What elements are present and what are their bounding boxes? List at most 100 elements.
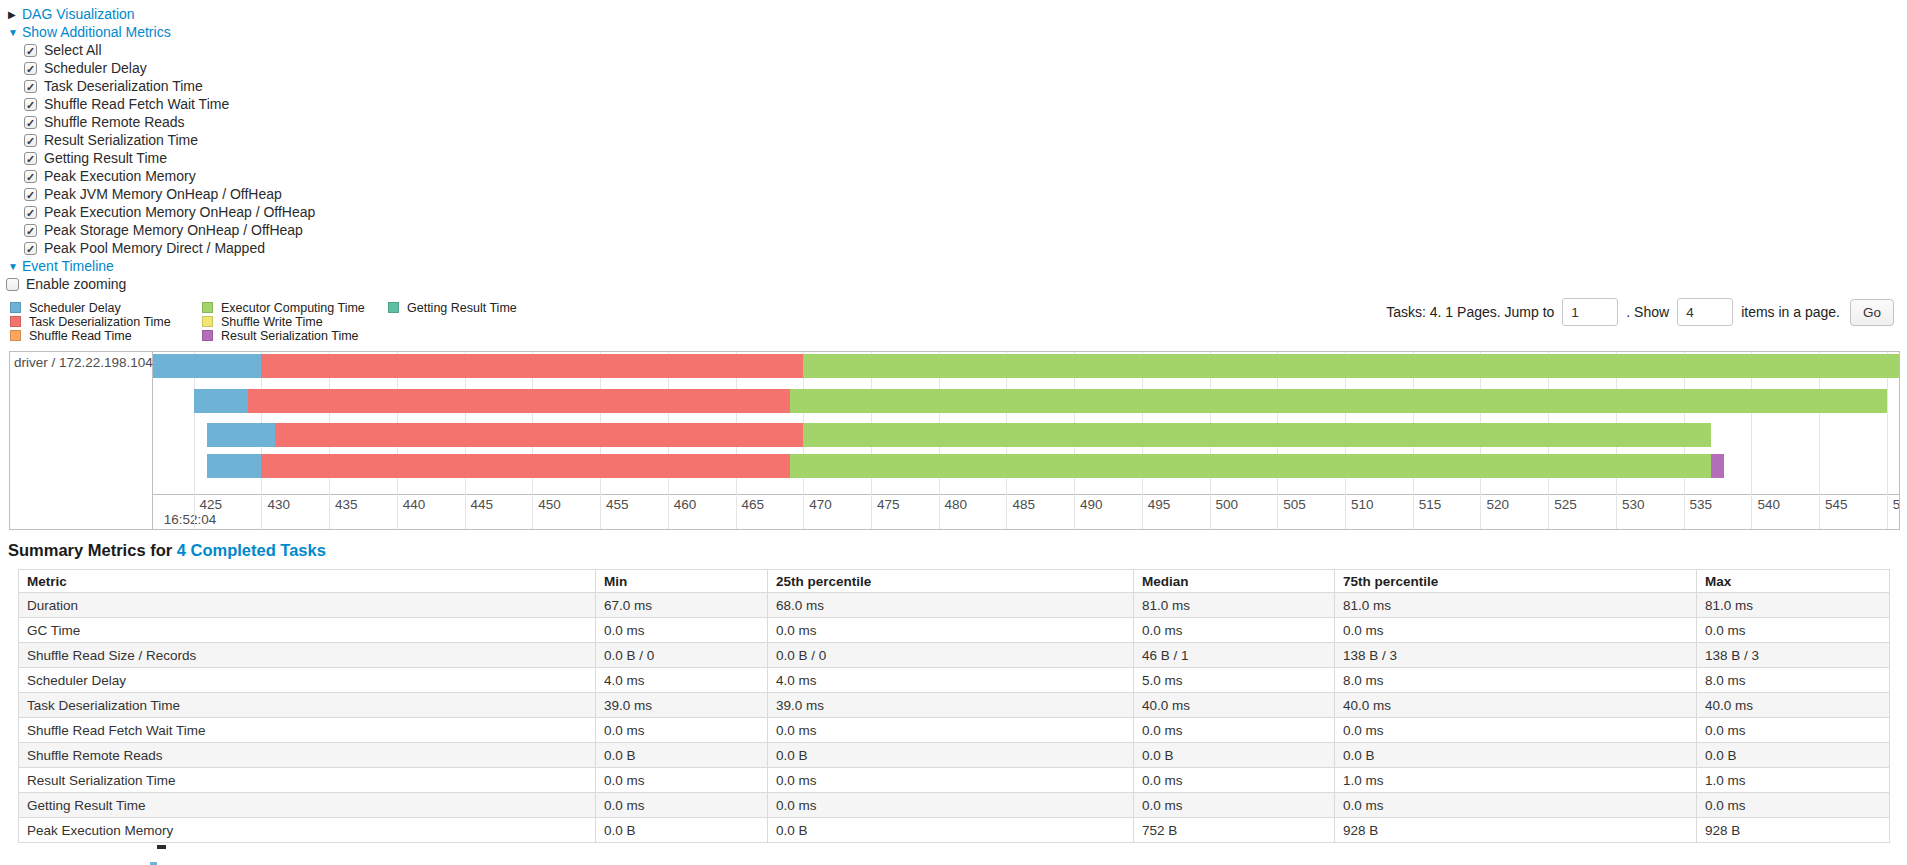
axis-tick-label: 520 <box>1486 497 1509 512</box>
task-segment-scheduler_delay <box>153 354 261 378</box>
metric-checkbox[interactable] <box>24 62 37 75</box>
metric-value-cell: 0.0 ms <box>768 718 1134 743</box>
metric-value-cell: 0.0 ms <box>1134 618 1335 643</box>
metric-checkbox-row[interactable]: Getting Result Time <box>0 149 315 167</box>
go-button[interactable]: Go <box>1850 299 1894 326</box>
metric-value-cell: 0.0 ms <box>596 793 768 818</box>
event-timeline-label: Event Timeline <box>22 258 114 274</box>
metric-checkbox[interactable] <box>24 206 37 219</box>
task-bar[interactable] <box>153 354 1900 378</box>
task-segment-task_deserialization <box>248 389 790 413</box>
metric-value-cell: 0.0 B <box>768 818 1134 843</box>
summary-row-scheduler-delay: Scheduler Delay4.0 ms4.0 ms5.0 ms8.0 ms8… <box>19 668 1890 693</box>
task-bar[interactable] <box>207 423 1711 447</box>
summary-column-header: Min <box>596 570 768 593</box>
jump-to-page-input[interactable] <box>1562 298 1618 326</box>
metric-checkbox-label: Shuffle Remote Reads <box>44 114 185 130</box>
metric-value-cell: 0.0 ms <box>596 618 768 643</box>
metric-checkbox[interactable] <box>24 98 37 111</box>
metric-checkbox-row[interactable]: Scheduler Delay <box>0 59 315 77</box>
metric-checkbox-row[interactable]: Peak Storage Memory OnHeap / OffHeap <box>0 221 315 239</box>
items-per-page-input[interactable] <box>1677 298 1733 326</box>
enable-zooming-row[interactable]: Enable zooming <box>0 275 315 293</box>
completed-tasks-link[interactable]: 4 Completed Tasks <box>177 541 326 559</box>
summary-column-header: Max <box>1697 570 1890 593</box>
task-bar[interactable] <box>207 454 1724 478</box>
metric-name-cell: Shuffle Read Fetch Wait Time <box>19 718 596 743</box>
gridline <box>1751 352 1752 529</box>
metric-checkbox[interactable] <box>24 152 37 165</box>
metric-checkbox[interactable] <box>24 224 37 237</box>
metric-value-cell: 4.0 ms <box>768 668 1134 693</box>
metric-name-cell: Scheduler Delay <box>19 668 596 693</box>
axis-tick-label: 535 <box>1690 497 1713 512</box>
dag-visualization-toggle[interactable]: ▶DAG Visualization <box>0 5 315 23</box>
summary-row-gc-time: GC Time0.0 ms0.0 ms0.0 ms0.0 ms0.0 ms <box>19 618 1890 643</box>
axis-tick-label: 425 <box>200 497 223 512</box>
summary-table-body: Duration67.0 ms68.0 ms81.0 ms81.0 ms81.0… <box>19 593 1890 843</box>
metric-value-cell: 0.0 ms <box>1697 618 1890 643</box>
metric-checkbox[interactable] <box>24 80 37 93</box>
metric-checkbox[interactable] <box>24 170 37 183</box>
legend-item-shuffle_write: Shuffle Write Time <box>202 315 388 329</box>
summary-row-shuffle-read-size-records: Shuffle Read Size / Records0.0 B / 00.0 … <box>19 643 1890 668</box>
show-additional-metrics-label: Show Additional Metrics <box>22 24 171 40</box>
summary-table-header-row: MetricMin25th percentileMedian75th perce… <box>19 570 1890 593</box>
metric-checkbox[interactable] <box>24 116 37 129</box>
metric-value-cell: 68.0 ms <box>768 593 1134 618</box>
summary-column-header: 75th percentile <box>1335 570 1697 593</box>
metric-value-cell: 0.0 ms <box>596 718 768 743</box>
metric-name-cell: Duration <box>19 593 596 618</box>
legend-label: Executor Computing Time <box>221 301 365 315</box>
task-segment-scheduler_delay <box>207 454 261 478</box>
metric-value-cell: 0.0 B <box>1697 743 1890 768</box>
metric-value-cell: 0.0 ms <box>1335 618 1697 643</box>
show-additional-metrics-toggle[interactable]: ▼Show Additional Metrics <box>0 23 315 41</box>
task-pagination: Tasks: 4. 1 Pages. Jump to . Show items … <box>1382 296 1894 328</box>
metric-value-cell: 0.0 ms <box>1335 718 1697 743</box>
timeline-plot-area: 16:52:04 4254304354404454504554604654704… <box>153 352 1899 529</box>
metric-checkbox-row[interactable]: Shuffle Read Fetch Wait Time <box>0 95 315 113</box>
metric-checkbox[interactable] <box>24 242 37 255</box>
metric-checkbox-row[interactable]: Result Serialization Time <box>0 131 315 149</box>
task-bar[interactable] <box>194 389 1887 413</box>
getting_result-swatch-icon <box>388 302 399 313</box>
metric-checkbox[interactable] <box>24 134 37 147</box>
metric-value-cell: 0.0 B <box>768 743 1134 768</box>
legend-label: Result Serialization Time <box>221 329 359 343</box>
metric-checkbox-row[interactable]: Peak Execution Memory OnHeap / OffHeap <box>0 203 315 221</box>
summary-row-duration: Duration67.0 ms68.0 ms81.0 ms81.0 ms81.0… <box>19 593 1890 618</box>
metric-value-cell: 0.0 ms <box>1335 793 1697 818</box>
metric-checkbox-label: Result Serialization Time <box>44 132 198 148</box>
timeline-legend: Scheduler DelayTask Deserialization Time… <box>10 301 517 343</box>
axis-tick-label: 480 <box>945 497 968 512</box>
summary-row-shuffle-remote-reads: Shuffle Remote Reads0.0 B0.0 B0.0 B0.0 B… <box>19 743 1890 768</box>
metric-checkbox-row[interactable]: Shuffle Remote Reads <box>0 113 315 131</box>
metric-checkbox-label: Getting Result Time <box>44 150 167 166</box>
legend-label: Getting Result Time <box>407 301 517 315</box>
metric-checkbox-row[interactable]: Task Deserialization Time <box>0 77 315 95</box>
metric-checkbox-row[interactable]: Peak Execution Memory <box>0 167 315 185</box>
metric-checkbox[interactable] <box>24 188 37 201</box>
summary-title-prefix: Summary Metrics for <box>8 541 177 559</box>
task-segment-scheduler_delay <box>194 389 248 413</box>
legend-label: Shuffle Write Time <box>221 315 323 329</box>
additional-metrics-checkbox-list: Select AllScheduler DelayTask Deserializ… <box>0 41 315 257</box>
axis-tick-label: 485 <box>1012 497 1035 512</box>
metric-checkbox[interactable] <box>24 44 37 57</box>
metric-checkbox-row[interactable]: Peak JVM Memory OnHeap / OffHeap <box>0 185 315 203</box>
metric-checkbox-row[interactable]: Peak Pool Memory Direct / Mapped <box>0 239 315 257</box>
enable-zooming-checkbox[interactable] <box>6 278 19 291</box>
metric-checkbox-row[interactable]: Select All <box>0 41 315 59</box>
axis-divider <box>153 494 1899 495</box>
event-timeline-toggle[interactable]: ▼Event Timeline <box>0 257 315 275</box>
metric-value-cell: 39.0 ms <box>768 693 1134 718</box>
metric-value-cell: 40.0 ms <box>1335 693 1697 718</box>
metric-value-cell: 5.0 ms <box>1134 668 1335 693</box>
metric-value-cell: 0.0 ms <box>596 768 768 793</box>
legend-item-shuffle_read: Shuffle Read Time <box>10 329 202 343</box>
metric-value-cell: 0.0 B / 0 <box>596 643 768 668</box>
metric-value-cell: 81.0 ms <box>1335 593 1697 618</box>
shuffle_read-swatch-icon <box>10 330 21 341</box>
metric-value-cell: 0.0 ms <box>1134 793 1335 818</box>
